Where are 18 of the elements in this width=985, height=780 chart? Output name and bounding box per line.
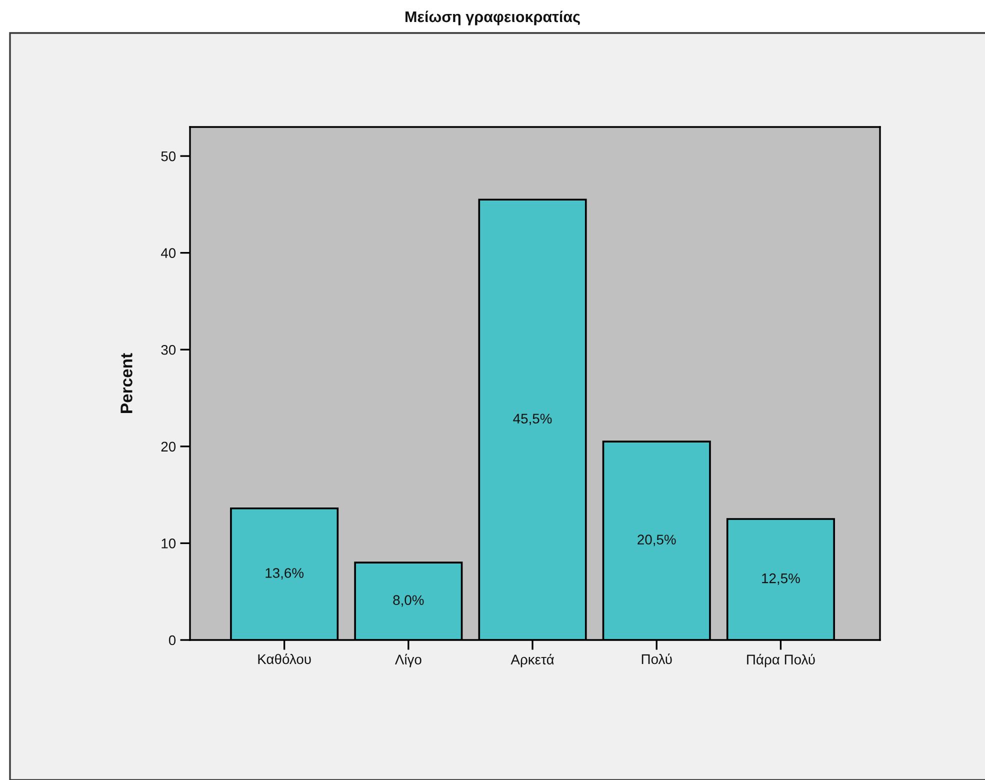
y-tick-label: 40 [160, 248, 176, 258]
y-tick-label: 30 [161, 344, 176, 355]
x-tick-label: Αρκετά [510, 654, 554, 668]
x-tick-label: Πάρα Πολύ [747, 654, 815, 668]
y-axis-title: Percent [120, 353, 132, 413]
x-tick-label: Λίγο [394, 654, 422, 668]
data-label: 20,5% [638, 534, 676, 546]
x-tick-label: Πολύ [642, 653, 672, 664]
data-label: 13,6% [266, 568, 304, 580]
data-label: 45,5% [513, 414, 552, 426]
data-label: 12,5% [762, 573, 800, 585]
data-label: 8,0% [393, 595, 424, 607]
y-tick-label: 20 [161, 442, 176, 452]
y-tick-label: 0 [168, 635, 176, 646]
y-tick-label: 50 [161, 151, 176, 162]
y-tick-label: 10 [162, 538, 176, 548]
x-tick-label: Καθόλου [258, 653, 311, 664]
chart-title: Μείωση γραφειοκρατίας [406, 10, 580, 26]
